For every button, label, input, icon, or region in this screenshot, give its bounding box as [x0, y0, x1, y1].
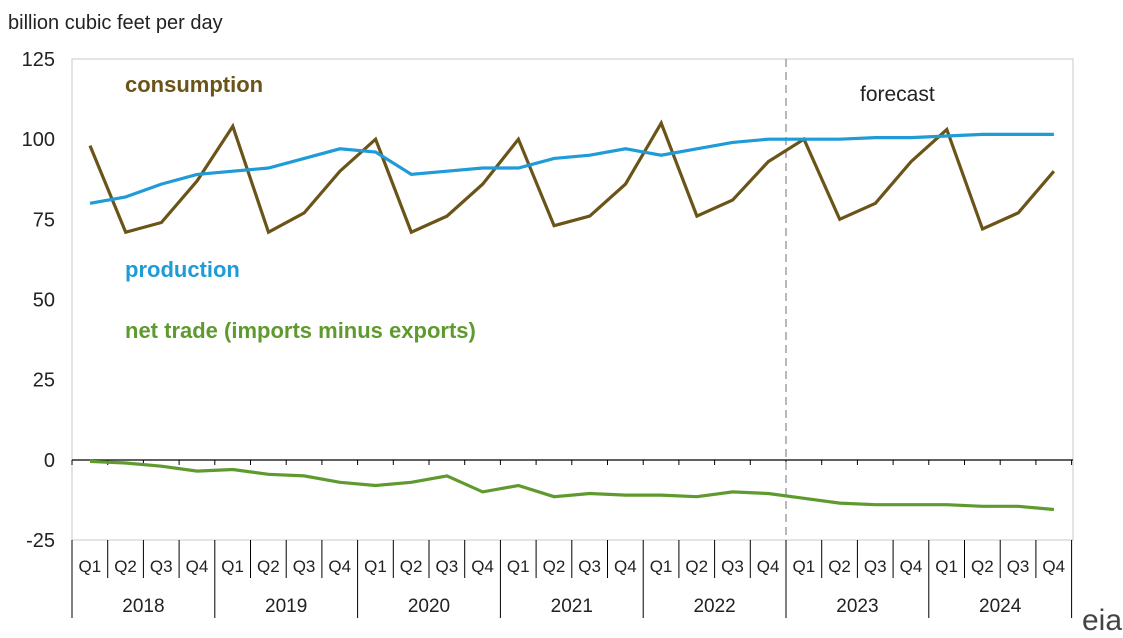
quarter-label: Q2: [114, 557, 137, 576]
quarter-label: Q4: [471, 557, 494, 576]
year-label: 2018: [122, 596, 164, 617]
quarter-label: Q4: [757, 557, 780, 576]
quarter-label: Q2: [543, 557, 566, 576]
x-axis-labels: Q1 Q2 Q3 Q4 Q1 Q2 Q3 Q4 Q1 Q2 Q3 Q4 Q1 Q2 Q3 Q4 Q1 Q2 Q3 Q4…: [71, 540, 1073, 618]
quarter-label: Q1: [650, 557, 673, 576]
quarter-label: Q3: [293, 557, 316, 576]
y-tick-label: 0: [44, 450, 55, 472]
plot-frame: [71, 58, 1074, 541]
quarter-label: Q1: [507, 557, 530, 576]
quarter-label: Q3: [721, 557, 744, 576]
y-tick-label: 25: [33, 370, 55, 392]
y-axis-label: billion cubic feet per day: [8, 12, 223, 34]
quarter-label: Q1: [935, 557, 958, 576]
series-line-2: [89, 459, 1055, 512]
y-tick-label: -25: [26, 530, 55, 552]
quarter-label: Q1: [79, 557, 102, 576]
series-label-1: production: [125, 257, 240, 282]
quarter-label: Q4: [328, 557, 351, 576]
y-tick-label: 75: [33, 209, 55, 231]
axes: 125 100 75 50 25 0 -25: [22, 49, 1074, 552]
year-label: 2023: [836, 596, 878, 617]
quarter-label: Q2: [400, 557, 423, 576]
annotations: consumption production net trade (imports …: [125, 72, 935, 343]
quarter-label: Q4: [186, 557, 209, 576]
quarter-label: Q4: [1042, 557, 1065, 576]
quarter-label: Q1: [793, 557, 816, 576]
quarter-label: Q4: [900, 557, 923, 576]
eia-logo: eia: [1082, 604, 1123, 637]
year-label: 2020: [408, 596, 450, 617]
quarter-label: Q2: [685, 557, 708, 576]
series-label-0: consumption: [125, 72, 263, 97]
quarter-label: Q3: [436, 557, 459, 576]
y-tick-label: 50: [33, 290, 55, 312]
series-line-1: [89, 132, 1054, 205]
quarter-label: Q4: [614, 557, 637, 576]
quarter-label: Q2: [971, 557, 994, 576]
series-label-2: net trade (imports minus exports): [125, 318, 476, 343]
series-lines: [88, 119, 1056, 512]
year-label: 2022: [693, 596, 735, 617]
quarter-label: Q1: [364, 557, 387, 576]
quarter-label: Q3: [864, 557, 887, 576]
quarter-label: Q3: [1007, 557, 1030, 576]
quarter-label: Q2: [257, 557, 280, 576]
y-tick-label: 125: [22, 49, 55, 71]
series-line-0: [88, 119, 1056, 235]
quarter-label: Q3: [150, 557, 173, 576]
quarter-label: Q3: [578, 557, 601, 576]
year-label: 2019: [265, 596, 307, 617]
quarter-label: Q2: [828, 557, 851, 576]
year-label: 2024: [979, 596, 1022, 617]
year-label: 2021: [551, 596, 593, 617]
y-tick-label: 100: [22, 129, 55, 151]
quarter-label: Q1: [221, 557, 244, 576]
forecast-label: forecast: [860, 83, 935, 106]
